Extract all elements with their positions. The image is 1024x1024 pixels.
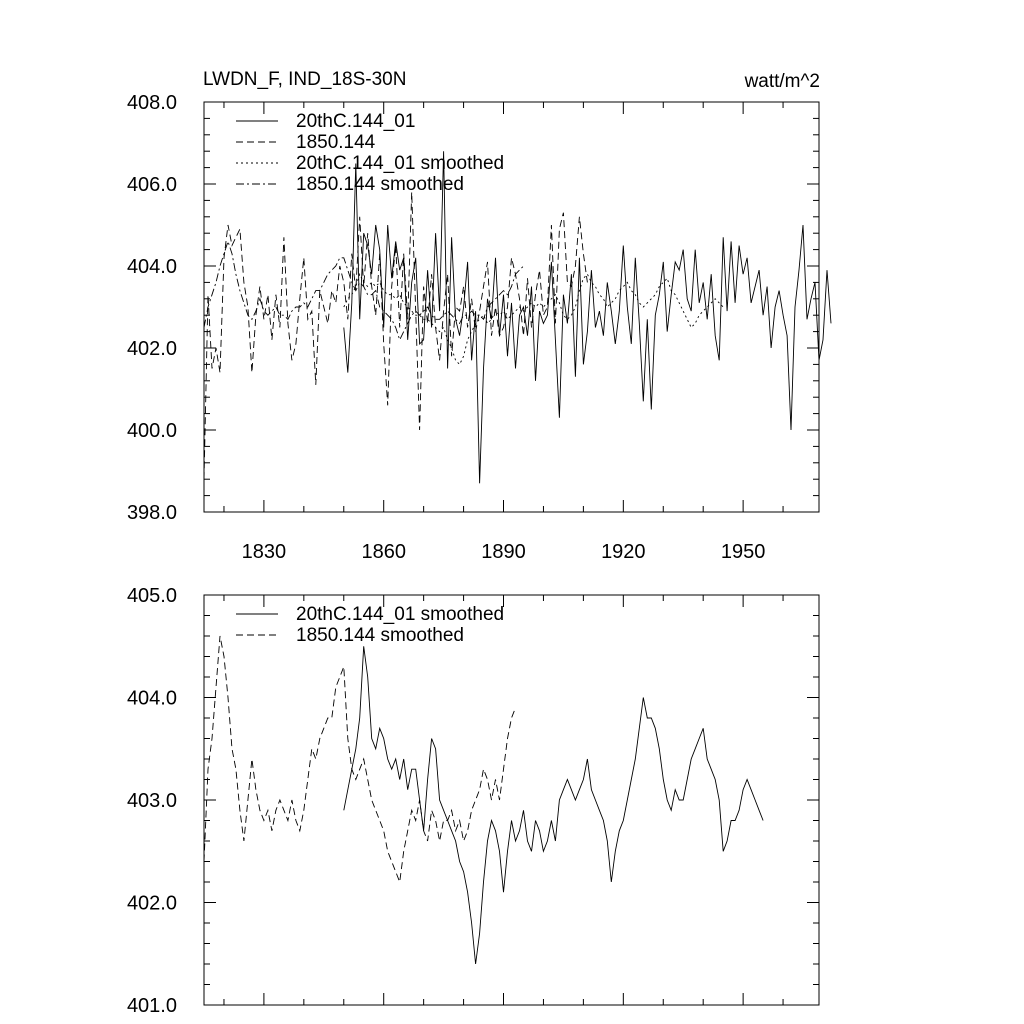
top-chart: LWDN_F, IND_18S-30N watt/m^2 398.0 400.0 4…: [127, 69, 832, 563]
legend-label: 1850.144 smoothed: [296, 174, 464, 195]
plot-frame: [203, 594, 820, 1006]
y-tick-label: 398.0: [127, 502, 177, 524]
y-tick-label: 405.0: [127, 585, 177, 607]
y-tick-label: 402.0: [127, 893, 177, 915]
legend-label: 1850.144: [296, 132, 376, 153]
plot-frame: [203, 101, 820, 513]
y-tick-label: 406.0: [127, 174, 177, 196]
y-tick-label: 404.0: [127, 256, 177, 278]
legend-label: 20thC.144_01 smoothed: [296, 604, 504, 625]
x-tick-label: 1920: [601, 541, 646, 563]
x-tick-label: 1830: [242, 541, 287, 563]
chart-title: LWDN_F, IND_18S-30N: [203, 69, 406, 90]
y-tick-label: 402.0: [127, 338, 177, 360]
y-tick-label: 404.0: [127, 688, 177, 710]
bottom-chart: 401.0 402.0 403.0 404.0 405.0 20thC.144_01 s…: [127, 585, 820, 1017]
series-line-solid: [343, 151, 832, 484]
series-line-dashed: [203, 635, 516, 883]
legend-label: 20thC.144_01 smoothed: [296, 153, 504, 174]
x-tick-label: 1950: [721, 541, 766, 563]
series-group: [203, 151, 832, 484]
legend-label: 20thC.144_01: [296, 111, 415, 132]
y-tick-label: 400.0: [127, 420, 177, 442]
series-line-dotted: [343, 272, 724, 366]
legend-label: 1850.144 smoothed: [296, 625, 464, 646]
series-group: [203, 635, 764, 965]
series-line-solid: [343, 646, 764, 965]
y-tick-label: 401.0: [127, 995, 177, 1017]
x-tick-label: 1860: [361, 541, 406, 563]
axis-ticks: 398.0 400.0 402.0 404.0 406.0 408.0 1830 1860 18…: [127, 92, 819, 563]
y-tick-label: 408.0: [127, 92, 177, 114]
axis-ticks: 401.0 402.0 403.0 404.0 405.0: [127, 585, 819, 1017]
x-tick-label: 1890: [481, 541, 526, 563]
series-line-dashdot: [203, 239, 524, 341]
units-label: watt/m^2: [744, 71, 820, 92]
series-line-dashed: [203, 192, 588, 480]
y-tick-label: 403.0: [127, 790, 177, 812]
